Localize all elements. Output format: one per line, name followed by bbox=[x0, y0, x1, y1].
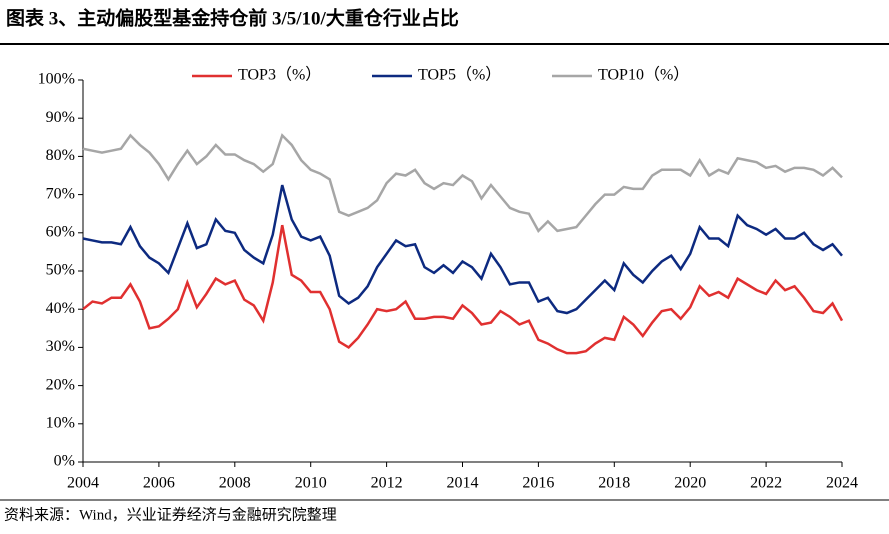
x-tick-label: 2010 bbox=[295, 475, 327, 492]
series-line bbox=[82, 184, 843, 315]
y-tick-label: 10% bbox=[46, 414, 75, 431]
legend-label: TOP10（%） bbox=[598, 66, 689, 84]
series-line bbox=[82, 224, 844, 355]
y-tick-label: 50% bbox=[46, 262, 75, 279]
y-tick-label: 80% bbox=[46, 147, 75, 164]
y-tick-label: 20% bbox=[46, 376, 75, 393]
y-tick-label: 100% bbox=[38, 71, 75, 88]
x-tick-label: 2014 bbox=[447, 475, 479, 492]
y-tick-label: 60% bbox=[46, 223, 75, 240]
x-tick-label: 2004 bbox=[67, 475, 99, 492]
y-tick-label: 0% bbox=[54, 453, 75, 470]
y-tick-label: 40% bbox=[46, 300, 75, 317]
chart-title: 图表 3、主动偏股型基金持仓前 3/5/10/大重仓行业占比 bbox=[6, 6, 459, 29]
x-tick-label: 2008 bbox=[219, 475, 251, 492]
x-tick-label: 2024 bbox=[826, 475, 858, 492]
legend-label: TOP5（%） bbox=[418, 66, 501, 84]
x-tick-label: 2006 bbox=[143, 475, 175, 492]
x-tick-label: 2018 bbox=[598, 475, 630, 492]
series-line bbox=[82, 133, 843, 233]
y-tick-label: 70% bbox=[46, 185, 75, 202]
source-note: 资料来源：Wind，兴业证券经济与金融研究院整理 bbox=[4, 505, 337, 523]
x-tick-label: 2012 bbox=[371, 475, 403, 492]
x-tick-label: 2020 bbox=[674, 475, 706, 492]
x-tick-label: 2016 bbox=[522, 475, 554, 492]
legend-label: TOP3（%） bbox=[238, 66, 321, 84]
x-tick-label: 2022 bbox=[750, 475, 782, 492]
y-tick-label: 90% bbox=[46, 109, 75, 126]
y-tick-label: 30% bbox=[46, 338, 75, 355]
